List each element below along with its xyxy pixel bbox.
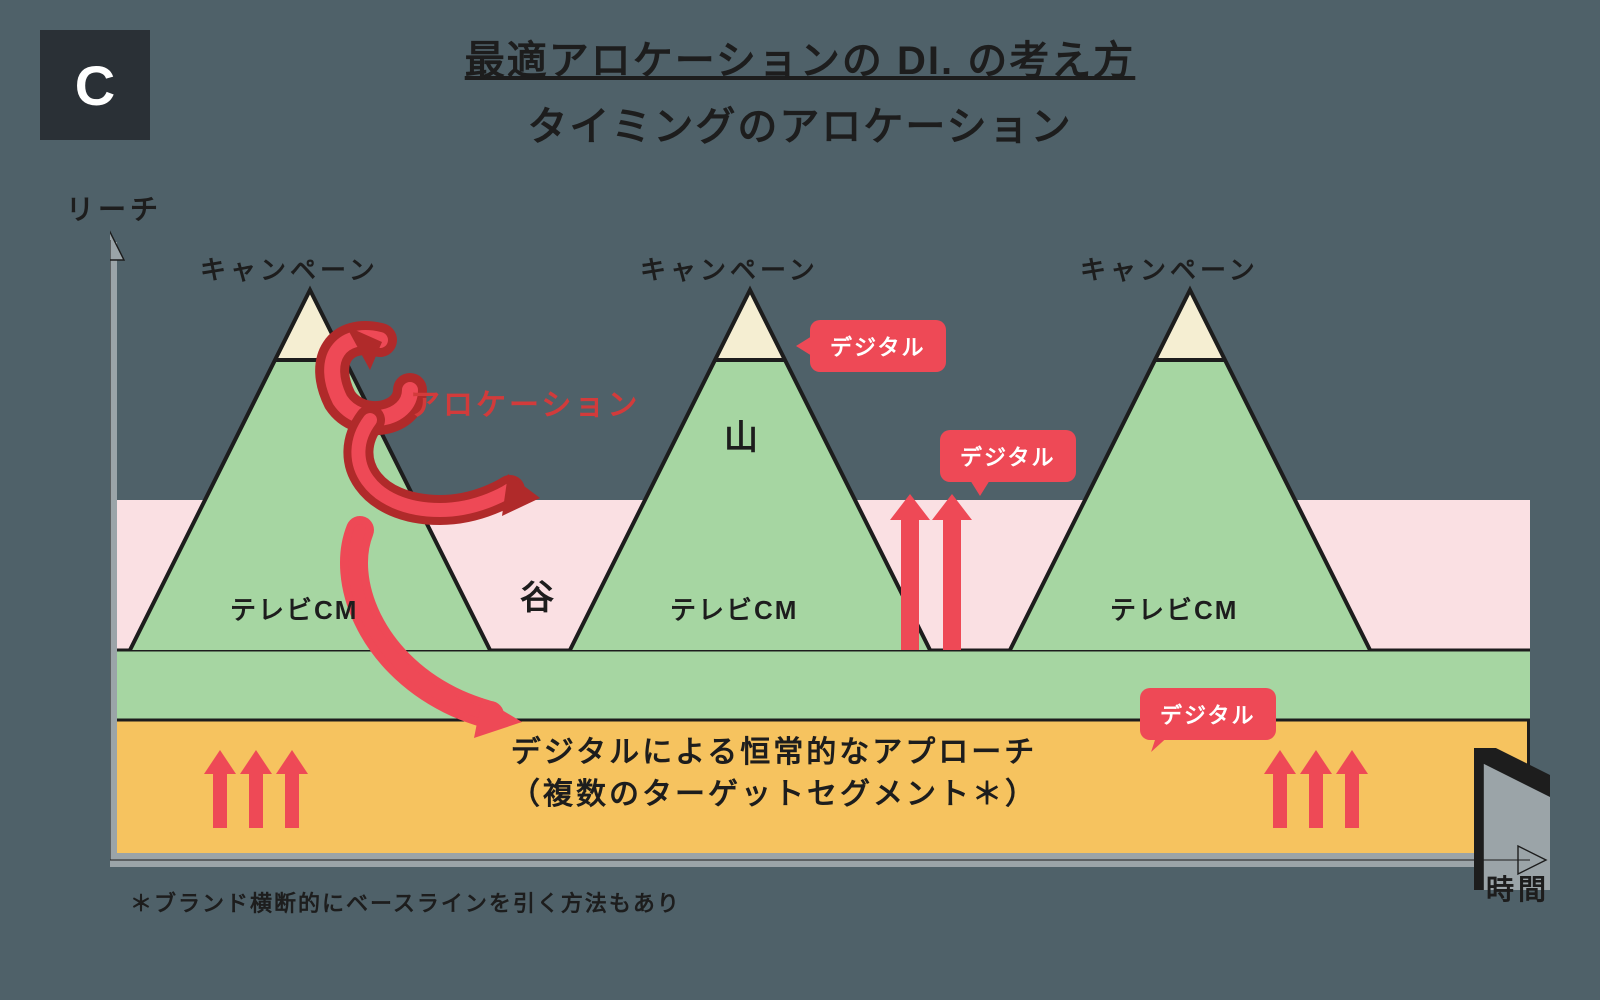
digital-tag: デジタル [810, 320, 946, 372]
plot: キャンペーン キャンペーン キャンペーン テレビCM テレビCM テレビCM アロケーシ… [110, 230, 1530, 860]
tv-cm-label: テレビCM [230, 590, 358, 627]
campaign-label: キャンペーン [1080, 250, 1259, 287]
y-axis-label: リーチ [66, 188, 162, 228]
allocation-label: アロケーション [410, 380, 640, 424]
digital-approach-line2: （複数のターゲットセグメント＊） [510, 774, 1038, 816]
title-block: 最適アロケーションの DI. の考え方 タイミングのアロケーション [0, 28, 1600, 152]
campaign-label: キャンペーン [200, 250, 379, 287]
digital-tag: デジタル [1140, 688, 1276, 740]
tv-cm-label: テレビCM [1110, 590, 1238, 627]
peak-label: 山 [724, 410, 758, 459]
title-line-1: 最適アロケーションの DI. の考え方 [0, 28, 1600, 86]
tv-cm-label: テレビCM [670, 590, 798, 627]
digital-tag: デジタル [940, 430, 1076, 482]
digital-approach-line1: デジタルによる恒常的なアプローチ [510, 732, 1038, 774]
x-axis-label: 時間 [1486, 868, 1550, 908]
chart-area: リーチ [70, 200, 1540, 900]
digital-approach-text: デジタルによる恒常的なアプローチ （複数のターゲットセグメント＊） [510, 732, 1038, 816]
valley-label: 谷 [520, 570, 554, 619]
campaign-label: キャンペーン [640, 250, 819, 287]
title-line-2: タイミングのアロケーション [0, 94, 1600, 152]
footnote: ＊ブランド横断的にベースラインを引く方法もあり [130, 886, 681, 918]
